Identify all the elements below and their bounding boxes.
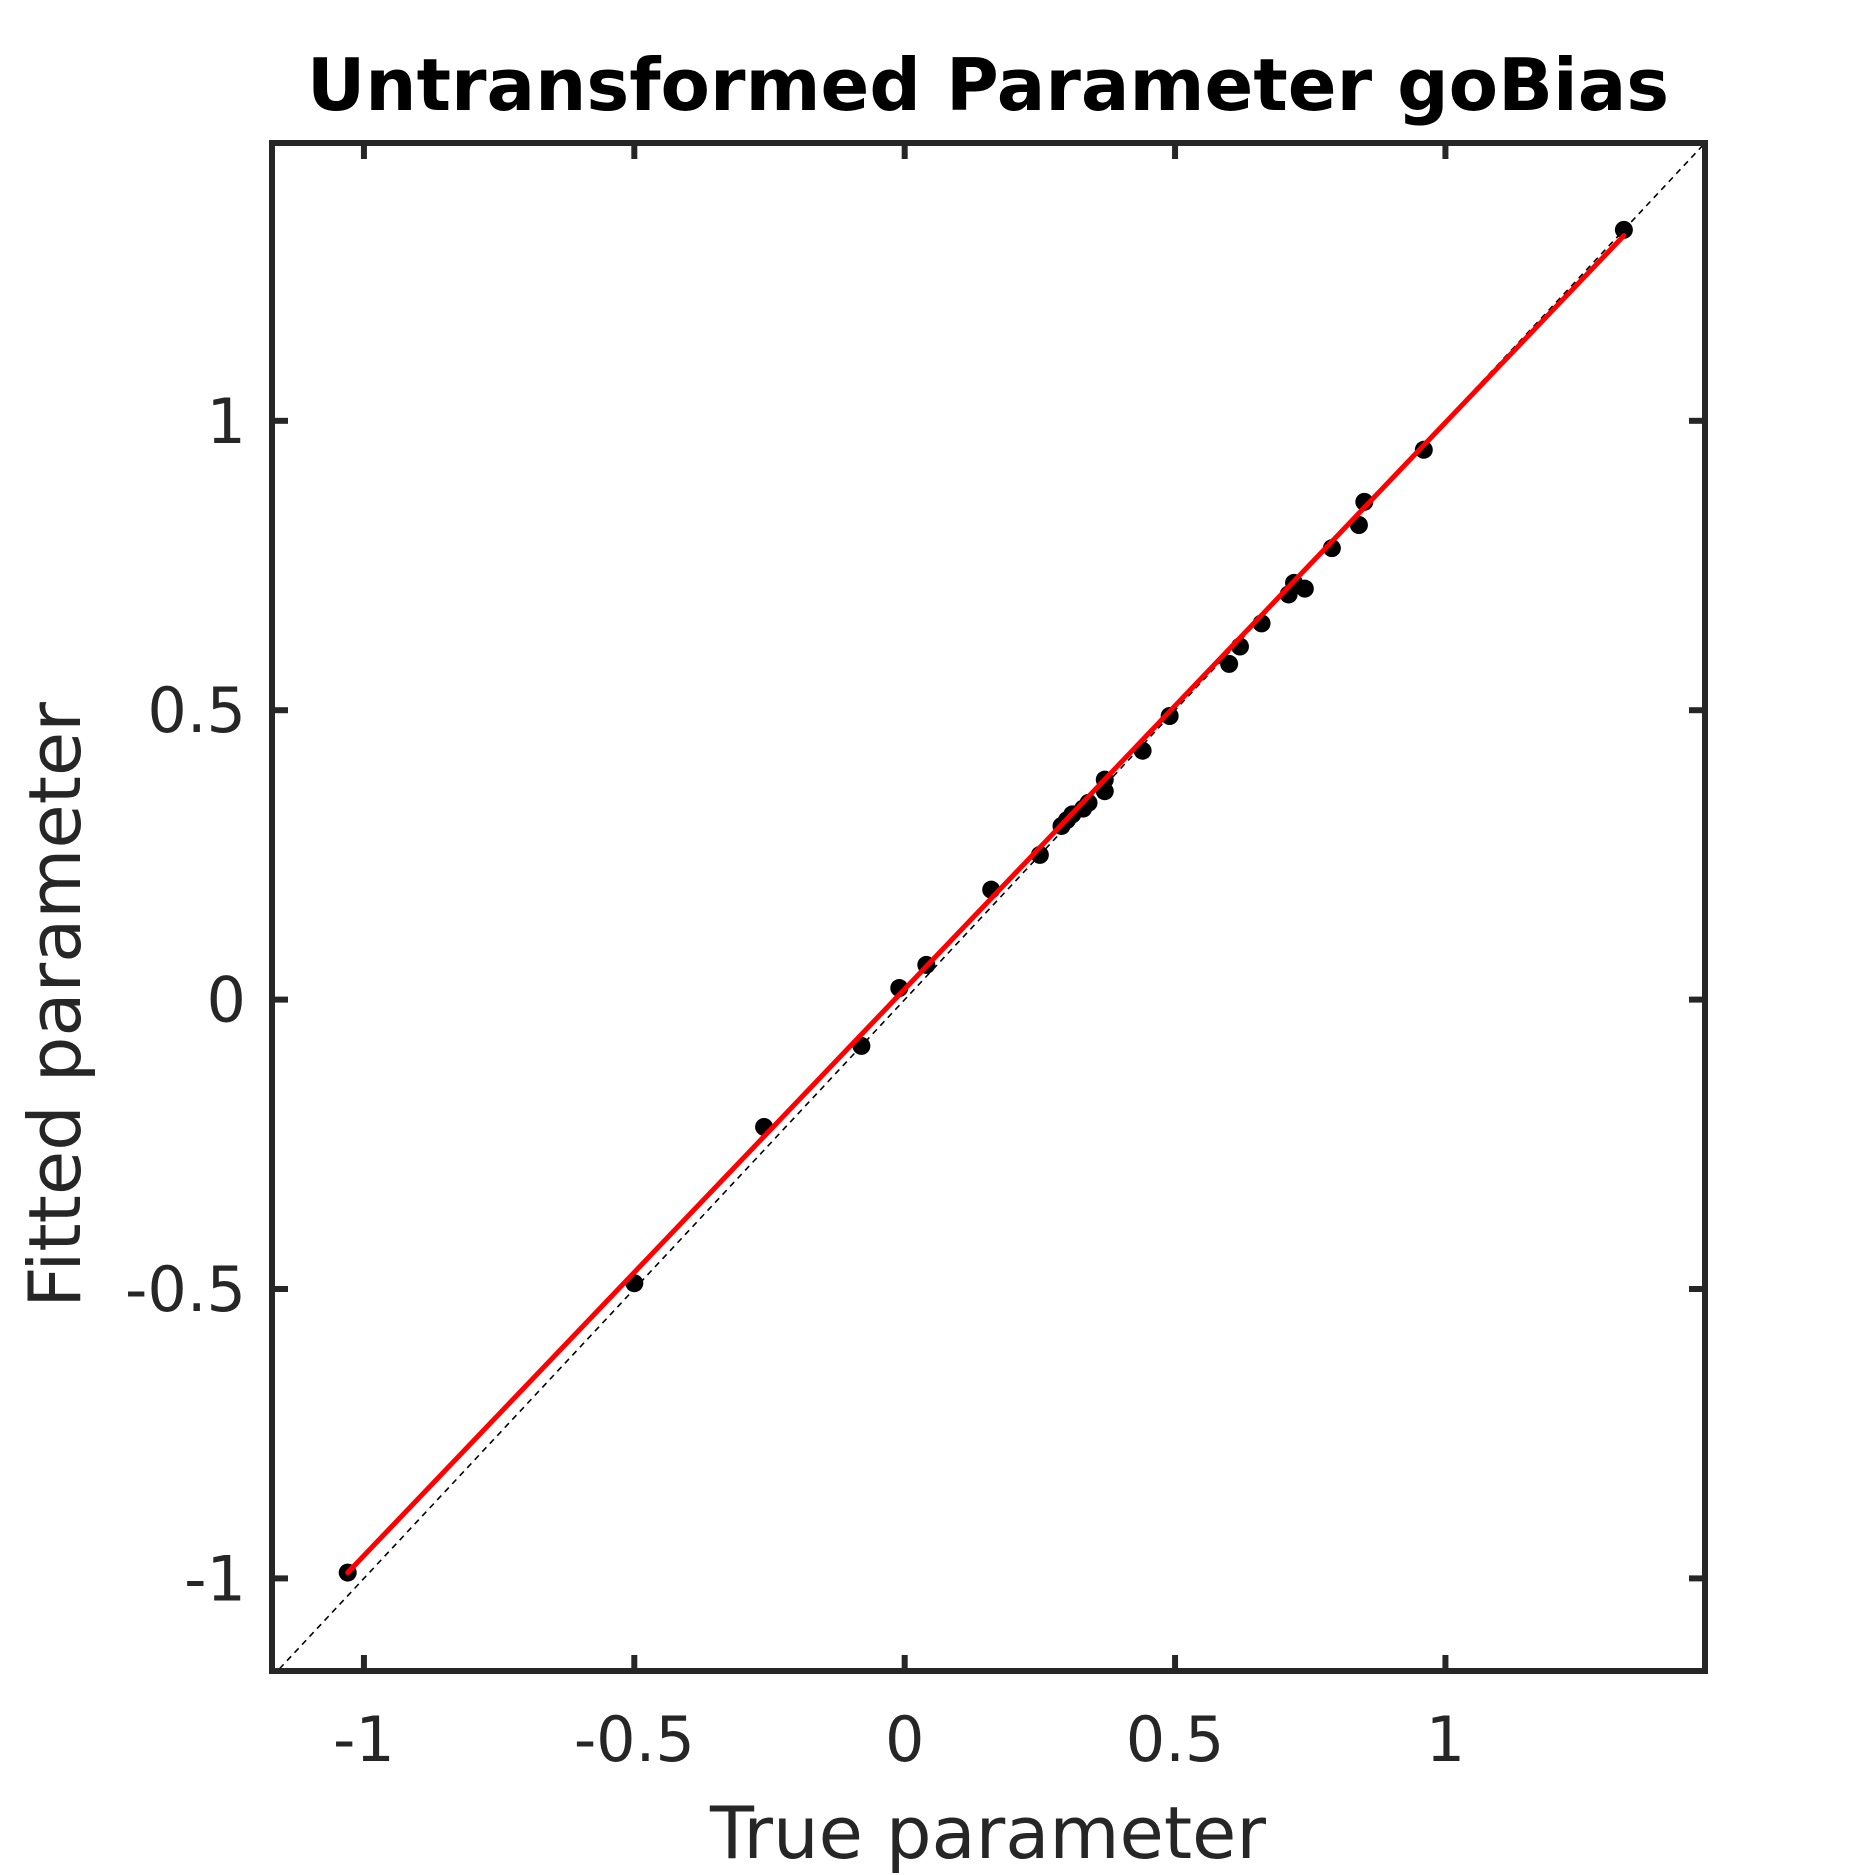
- x-tick-label: 1: [1426, 1703, 1465, 1776]
- x-tick-label: 0: [885, 1703, 924, 1776]
- x-tick-label: -0.5: [574, 1703, 695, 1776]
- data-point: [1295, 579, 1314, 598]
- y-tick-label: -1: [184, 1542, 246, 1615]
- data-point: [1614, 220, 1633, 239]
- data-point: [1414, 440, 1433, 459]
- y-tick-label: 0: [207, 964, 246, 1037]
- y-axis-label: Fitted parameter: [13, 702, 97, 1308]
- data-point: [1160, 707, 1179, 725]
- y-tick-label: 0.5: [147, 674, 246, 747]
- x-tick-label: -1: [333, 1703, 395, 1776]
- data-point: [1220, 654, 1239, 673]
- axes-frame: [269, 140, 1708, 1674]
- chart-title: Untransformed Parameter goBias: [307, 43, 1669, 127]
- fit-line: [345, 233, 1627, 1576]
- x-axis-label: True parameter: [709, 1791, 1266, 1875]
- y-tick-label: 1: [207, 385, 246, 458]
- x-tick-label: 0.5: [1126, 1703, 1225, 1776]
- plot-area: -1 -0.5 0 0.5 1 -1 -0.5 0 0.5 1: [125, 140, 1708, 1776]
- y-tick-label: -0.5: [125, 1253, 246, 1326]
